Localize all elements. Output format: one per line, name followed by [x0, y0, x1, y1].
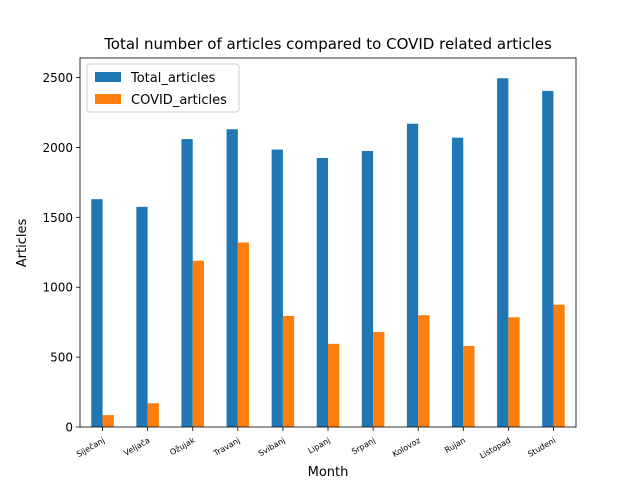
- bar-covid-0: [102, 415, 114, 427]
- bar-total-5: [316, 157, 328, 427]
- bar-covid-3: [237, 242, 250, 427]
- y-tick-label-2: 1000: [42, 281, 73, 295]
- legend-box: [86, 63, 240, 113]
- bar-total-9: [497, 78, 509, 428]
- legend-swatch-0: [95, 72, 121, 82]
- legend-label-1: COVID_articles: [131, 93, 227, 108]
- bar-covid-8: [463, 345, 475, 427]
- y-tick-label-4: 2000: [42, 141, 73, 155]
- bar-total-1: [136, 206, 148, 427]
- bar-total-4: [271, 149, 283, 428]
- bar-total-7: [406, 123, 419, 427]
- legend-label-0: Total_articles: [130, 71, 216, 86]
- bar-total-3: [226, 129, 238, 427]
- y-tick-label-0: 0: [65, 421, 73, 435]
- bar-covid-10: [553, 304, 565, 427]
- y-tick-label-5: 2500: [42, 71, 73, 85]
- bar-covid-2: [192, 260, 204, 427]
- bar-total-6: [361, 150, 374, 427]
- y-axis-label: Articles: [15, 219, 30, 268]
- legend-swatch-1: [95, 94, 121, 104]
- bar-covid-1: [147, 403, 159, 427]
- bar-total-10: [542, 90, 554, 427]
- x-axis-label: Month: [308, 465, 349, 480]
- bar-covid-4: [282, 315, 295, 427]
- y-tick-label-3: 1500: [42, 211, 73, 225]
- y-tick-label-1: 500: [50, 351, 73, 365]
- bar-total-0: [91, 199, 103, 427]
- bar-covid-6: [373, 331, 385, 427]
- bar-covid-9: [508, 317, 520, 427]
- bar-total-2: [181, 139, 193, 427]
- legend: Total_articles COVID_articles: [86, 63, 240, 113]
- bar-total-8: [452, 137, 464, 428]
- bar-covid-7: [418, 315, 430, 427]
- bar-covid-5: [328, 343, 340, 427]
- chart-title: Total number of articles compared to COV…: [103, 35, 552, 53]
